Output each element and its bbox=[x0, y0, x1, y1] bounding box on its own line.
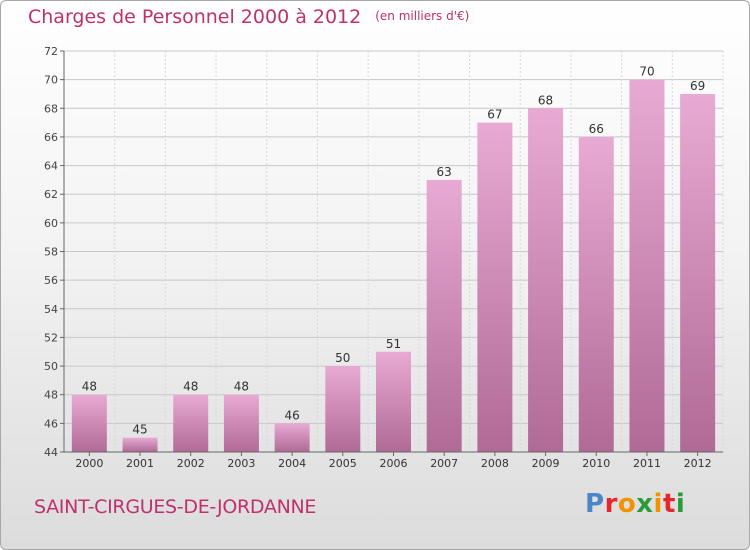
data-label-2012: 69 bbox=[690, 79, 705, 93]
data-label-2011: 70 bbox=[639, 65, 654, 79]
data-label-2008: 67 bbox=[487, 108, 502, 122]
logo-letter: i bbox=[675, 489, 686, 519]
data-label-2002: 48 bbox=[183, 380, 198, 394]
axes bbox=[60, 50, 723, 456]
y-tick-label: 44 bbox=[44, 446, 58, 459]
y-tick-label: 48 bbox=[44, 389, 58, 402]
y-tick-label: 54 bbox=[44, 303, 58, 316]
data-label-2005: 50 bbox=[335, 351, 350, 365]
bar-2009 bbox=[528, 108, 564, 453]
data-label-2007: 63 bbox=[437, 165, 452, 179]
logo-letter: P bbox=[585, 489, 605, 519]
bar-2006 bbox=[376, 351, 411, 452]
data-label-2003: 48 bbox=[234, 380, 249, 394]
x-tick-label-2002: 2002 bbox=[177, 457, 205, 470]
labels: 44 46 48 50 52 54 56 58 60 62 64 66 68 70 72 48 2000 45 20… bbox=[44, 45, 712, 470]
x-tick-label-2009: 2009 bbox=[532, 457, 560, 470]
x-tick-label-2012: 2012 bbox=[684, 457, 712, 470]
y-tick-label: 50 bbox=[44, 360, 58, 373]
bar-2012 bbox=[680, 93, 716, 452]
chart-title-text: Charges de Personnel 2000 à 2012 bbox=[28, 6, 362, 28]
bar-2008 bbox=[477, 122, 513, 452]
commune-name: SAINT-CIRGUES-DE-JORDANNE bbox=[34, 496, 317, 518]
logo-letter: t bbox=[662, 489, 676, 519]
y-tick-label: 68 bbox=[44, 102, 58, 115]
bar-2001 bbox=[122, 437, 158, 452]
y-tick-label: 72 bbox=[44, 45, 58, 58]
bar-2010 bbox=[578, 136, 614, 452]
y-tick-label: 56 bbox=[44, 274, 58, 287]
data-label-2000: 48 bbox=[82, 380, 97, 394]
x-tick-label-2000: 2000 bbox=[75, 457, 103, 470]
y-tick-label: 52 bbox=[44, 331, 58, 344]
bar-2005 bbox=[325, 366, 361, 452]
x-tick-label-2001: 2001 bbox=[126, 457, 154, 470]
bar-2004 bbox=[274, 423, 310, 452]
y-tick-label: 66 bbox=[44, 131, 58, 144]
bar-2003 bbox=[223, 394, 259, 452]
x-tick-label-2011: 2011 bbox=[633, 457, 661, 470]
logo-letter: o bbox=[617, 489, 637, 519]
x-tick-label-2003: 2003 bbox=[227, 457, 255, 470]
data-label-2001: 45 bbox=[132, 423, 147, 437]
x-tick-label-2004: 2004 bbox=[278, 457, 306, 470]
data-label-2004: 46 bbox=[284, 408, 299, 422]
y-tick-label: 70 bbox=[44, 74, 58, 87]
bar-2011 bbox=[629, 79, 665, 453]
data-label-2010: 66 bbox=[589, 122, 604, 136]
y-tick-label: 62 bbox=[44, 188, 58, 201]
x-tick-label-2008: 2008 bbox=[481, 457, 509, 470]
chart-title: Charges de Personnel 2000 à 2012 (en mill… bbox=[28, 6, 469, 28]
logo-letter: i bbox=[653, 489, 663, 519]
x-tick-label-2007: 2007 bbox=[430, 457, 458, 470]
logo-letter: x bbox=[636, 489, 654, 519]
y-tick-label: 64 bbox=[44, 160, 58, 173]
bar-2007 bbox=[426, 179, 462, 452]
bars bbox=[71, 79, 716, 453]
data-label-2009: 68 bbox=[538, 93, 553, 107]
chart-unit: (en milliers d'€) bbox=[375, 9, 470, 23]
proxiti-logo: Proxiti bbox=[585, 489, 685, 519]
bar-2002 bbox=[173, 394, 209, 452]
bar-2000 bbox=[71, 394, 107, 452]
x-tick-label-2010: 2010 bbox=[582, 457, 610, 470]
y-tick-label: 46 bbox=[44, 417, 58, 430]
y-tick-label: 58 bbox=[44, 246, 58, 259]
y-tick-label: 60 bbox=[44, 217, 58, 230]
x-tick-label-2005: 2005 bbox=[329, 457, 357, 470]
x-tick-label-2006: 2006 bbox=[380, 457, 408, 470]
data-label-2006: 51 bbox=[386, 337, 401, 351]
logo-letter: r bbox=[604, 489, 618, 519]
